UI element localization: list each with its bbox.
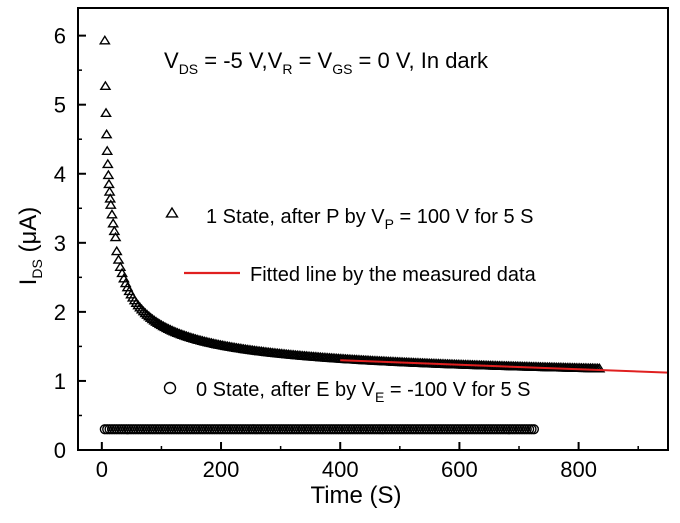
y-tick-label: 6 [54, 24, 66, 49]
data-point-1-state [106, 209, 118, 219]
legend-label-fitted-line: Fitted line by the measured data [250, 264, 537, 286]
legend-label-1-state: 1 State, after P by VP = 100 V for 5 S [206, 206, 534, 232]
y-tick-label: 1 [54, 369, 66, 394]
legend-label-0-state: 0 State, after E by VE = -100 V for 5 S [196, 379, 531, 405]
y-tick-label: 0 [54, 438, 66, 463]
data-point-1-state [109, 231, 122, 242]
data-point-0-state [528, 424, 540, 435]
y-tick-label: 2 [54, 300, 66, 325]
data-point-1-state [141, 309, 153, 319]
y-tick-label: 5 [54, 93, 66, 118]
x-tick-label: 600 [441, 457, 478, 482]
data-point-1-state [593, 362, 606, 373]
data-point-1-state [100, 128, 113, 139]
data-point-1-state [101, 158, 114, 169]
data-markers [98, 34, 606, 435]
x-tick-label: 0 [96, 457, 108, 482]
legend: 1 State, after P by VP = 100 V for 5 S F… [163, 206, 537, 405]
y-axis-label: IDS (μA) [15, 207, 45, 286]
data-point-1-state [114, 261, 127, 272]
fitted-line-group [340, 359, 669, 374]
data-point-1-state [103, 186, 116, 196]
data-point-1-state [103, 178, 115, 189]
conditions-annotation: VDS = -5 V,VR = VGS = 0 V, In dark [164, 48, 489, 77]
x-tick-label: 800 [560, 457, 597, 482]
x-axis-label: Time (S) [310, 482, 401, 509]
legend-marker-circle [163, 381, 177, 395]
data-point-1-state [112, 254, 125, 264]
data-point-1-state [110, 245, 123, 256]
x-tick-label: 400 [322, 457, 359, 482]
data-point-1-state [107, 218, 120, 228]
data-point-1-state [104, 199, 117, 209]
legend-marker-triangle [165, 206, 179, 218]
data-point-1-state [101, 145, 114, 155]
data-point-1-state [102, 169, 115, 180]
data-point-1-state [108, 225, 121, 236]
y-tick-label: 4 [54, 162, 66, 187]
x-tick-label: 200 [203, 457, 240, 482]
axis-ticks: 0 200 400 600 800 0 1 2 3 4 5 6 [54, 24, 639, 482]
y-tick-label: 3 [54, 231, 66, 256]
data-point-1-state [98, 34, 111, 45]
data-point-1-state [99, 80, 112, 91]
data-point-1-state [100, 107, 112, 117]
fitted-line [340, 359, 669, 374]
plot-frame [77, 7, 669, 451]
